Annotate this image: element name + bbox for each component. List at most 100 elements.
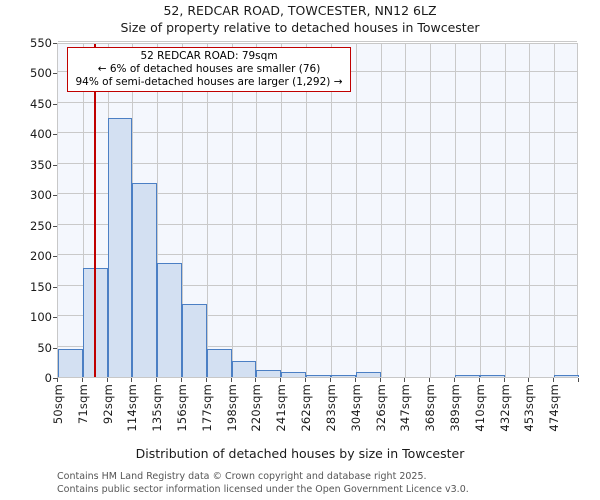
y-axis-tick-label: 300 — [30, 188, 52, 203]
attribution-footer: Contains HM Land Registry data © Crown c… — [57, 471, 469, 496]
y-axis-tickmark — [53, 256, 57, 258]
annotation-line-3: 94% of semi-detached houses are larger (… — [75, 75, 343, 88]
y-axis-tick-label: 0 — [44, 371, 52, 385]
footer-line-1: Contains HM Land Registry data © Crown c… — [57, 471, 427, 482]
footer-line-2: Contains public sector information licen… — [57, 483, 469, 495]
property-annotation-box: 52 REDCAR ROAD: 79sqm ← 6% of detached h… — [67, 47, 351, 93]
x-axis-tick-label: 71sqm — [75, 384, 90, 425]
gridline-vertical — [157, 44, 158, 377]
bar — [281, 371, 306, 377]
y-axis-tick-label: 250 — [30, 218, 52, 233]
y-axis-ticks: 0 50 100 150 200 250 300 350 400 450 500 550 — [0, 36, 52, 385]
bar — [256, 369, 281, 377]
x-axis-ticks: 50sqm 71sqm 92sqm 114sqm 135sqm 156sqm 177sqm 1… — [51, 384, 578, 442]
gridline-horizontal — [58, 223, 577, 225]
y-axis-tick-label: 100 — [30, 310, 52, 325]
x-axis-tick-label: 389sqm — [447, 384, 462, 432]
x-axis-tickmark — [131, 378, 132, 382]
x-axis-tickmark — [330, 378, 331, 382]
gridline-horizontal — [58, 345, 577, 347]
bar — [157, 263, 182, 377]
y-axis-tick-label: 550 — [30, 36, 52, 50]
gridline-vertical — [256, 44, 257, 377]
gridline-vertical — [529, 44, 530, 377]
bar — [182, 303, 207, 377]
bar — [554, 375, 579, 377]
x-axis-tickmark — [231, 378, 232, 382]
gridline-vertical — [430, 44, 431, 377]
x-axis-tickmark — [57, 378, 58, 382]
gridline-vertical — [455, 44, 456, 377]
y-axis-tickmark — [53, 134, 57, 136]
y-axis-tick-label: 400 — [30, 127, 52, 142]
x-axis-tickmark — [255, 378, 256, 382]
gridline-vertical — [207, 44, 208, 377]
x-axis-tickmark — [305, 378, 306, 382]
x-axis-title: Distribution of detached houses by size … — [135, 446, 465, 461]
bar — [207, 348, 232, 377]
bar — [455, 375, 480, 377]
x-axis-tickmark — [404, 378, 405, 382]
x-axis-tickmark — [380, 378, 381, 382]
annotation-line-2: ← 6% of detached houses are smaller (76) — [97, 62, 321, 75]
gridline-vertical — [505, 44, 506, 377]
x-axis-tickmark — [107, 378, 108, 382]
gridline-vertical — [356, 44, 357, 377]
x-axis-tick-label: 92sqm — [100, 384, 115, 425]
y-axis-tickmark — [53, 164, 57, 166]
bar — [306, 374, 331, 377]
x-axis-tick-label: 326sqm — [373, 384, 388, 432]
y-axis-tickmark — [53, 43, 57, 44]
x-axis-tick-label: 241sqm — [274, 384, 289, 432]
x-axis-tick-label: 50sqm — [51, 384, 65, 425]
x-axis-tick-label: 135sqm — [150, 384, 165, 432]
x-axis-tickmark — [181, 378, 182, 382]
y-axis-tickmark — [53, 225, 57, 227]
x-axis-tickmark — [82, 378, 83, 382]
annotation-line-1: 52 REDCAR ROAD: 79sqm — [140, 50, 278, 62]
x-axis-tick-label: 156sqm — [175, 384, 190, 432]
y-axis-tickmark — [53, 103, 57, 105]
gridline-vertical — [306, 44, 307, 377]
y-axis-tickmark — [53, 286, 57, 288]
x-axis-tick-label: 453sqm — [522, 384, 537, 432]
x-axis-tickmark — [553, 378, 554, 382]
bar — [132, 183, 157, 377]
x-axis-tick-label: 262sqm — [299, 384, 314, 432]
bar — [58, 348, 83, 377]
gridline-horizontal — [58, 254, 577, 256]
x-axis-tickmark — [156, 378, 157, 382]
gridline-vertical — [182, 44, 183, 377]
x-axis-tickmark — [504, 378, 505, 382]
x-axis-tickmark — [454, 378, 455, 382]
x-axis-tickmark — [206, 378, 207, 382]
bar — [331, 375, 356, 377]
y-axis-tickmark — [53, 317, 57, 319]
y-axis-tick-label: 500 — [30, 66, 52, 81]
property-size-marker-line — [93, 44, 96, 377]
y-axis-tickmark — [53, 195, 57, 197]
gridline-horizontal — [58, 284, 577, 286]
gridline-vertical — [281, 44, 282, 377]
x-axis-tickmark — [429, 378, 430, 382]
gridline-vertical — [381, 44, 382, 377]
bar — [480, 375, 505, 377]
gridline-horizontal — [58, 162, 577, 164]
x-axis-tick-label: 177sqm — [199, 384, 214, 432]
x-axis-tick-label: 432sqm — [497, 384, 512, 432]
gridline-vertical — [232, 44, 233, 377]
bars-group — [58, 44, 579, 377]
x-axis-tick-label: 220sqm — [249, 384, 264, 432]
y-axis-tick-label: 350 — [30, 157, 52, 172]
bar — [232, 360, 256, 377]
x-axis-tick-label: 283sqm — [323, 384, 338, 432]
gridline-vertical — [83, 44, 84, 377]
gridline-horizontal — [58, 41, 577, 42]
gridline-horizontal — [58, 132, 577, 134]
plot-area — [57, 41, 579, 378]
y-axis-tickmark — [53, 378, 57, 379]
gridline-vertical — [554, 44, 555, 377]
y-axis-tick-label: 150 — [30, 279, 52, 294]
y-axis-tick-label: 450 — [30, 96, 52, 111]
